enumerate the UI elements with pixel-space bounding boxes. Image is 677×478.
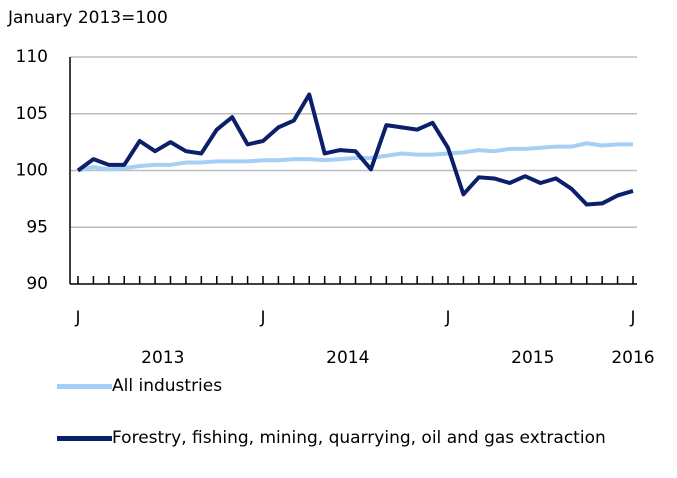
year-label: 2015 bbox=[511, 348, 554, 368]
legend-label: All industries bbox=[112, 376, 223, 396]
legend-swatch bbox=[57, 436, 112, 441]
legend-item: Forestry, fishing, mining, quarrying, oi… bbox=[57, 425, 652, 452]
year-label: 2014 bbox=[326, 348, 369, 368]
legend-item: All industries bbox=[57, 373, 652, 400]
x-tick-label: J bbox=[74, 308, 80, 328]
legend-swatch bbox=[57, 384, 112, 389]
series-line bbox=[77, 141, 633, 173]
legend-label: Forestry, fishing, mining, quarrying, oi… bbox=[112, 428, 606, 448]
y-tick-label: 95 bbox=[26, 217, 48, 237]
year-label: 2013 bbox=[141, 348, 184, 368]
x-tick-label: J bbox=[259, 308, 265, 328]
series-line bbox=[76, 92, 634, 207]
y-tick-label: 110 bbox=[16, 47, 48, 67]
y-tick-label: 105 bbox=[16, 104, 48, 124]
year-label: 2016 bbox=[611, 348, 654, 368]
axis-label: January 2013=100 bbox=[7, 8, 168, 28]
x-tick-label: J bbox=[444, 308, 450, 328]
x-tick-label: J bbox=[629, 308, 635, 328]
chart: January 2013=100 90 95 100 105 110 J J J J 2013 20… bbox=[7, 8, 655, 368]
y-tick-label: 90 bbox=[26, 274, 48, 294]
y-tick-label: 100 bbox=[16, 161, 48, 181]
